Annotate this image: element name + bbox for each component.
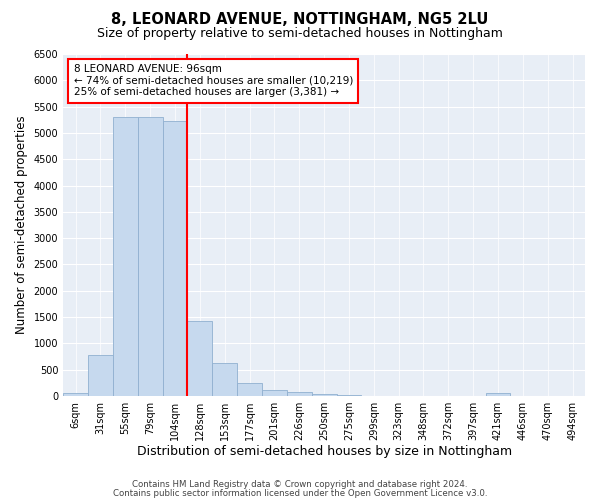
- Bar: [262, 390, 287, 396]
- X-axis label: Distribution of semi-detached houses by size in Nottingham: Distribution of semi-detached houses by …: [137, 444, 512, 458]
- Y-axis label: Number of semi-detached properties: Number of semi-detached properties: [15, 116, 28, 334]
- Text: Contains public sector information licensed under the Open Government Licence v3: Contains public sector information licen…: [113, 488, 487, 498]
- Bar: [237, 383, 262, 396]
- Text: Size of property relative to semi-detached houses in Nottingham: Size of property relative to semi-detach…: [97, 28, 503, 40]
- Bar: [485, 394, 511, 396]
- Bar: [88, 355, 113, 396]
- Text: 8, LEONARD AVENUE, NOTTINGHAM, NG5 2LU: 8, LEONARD AVENUE, NOTTINGHAM, NG5 2LU: [112, 12, 488, 28]
- Bar: [212, 364, 237, 396]
- Bar: [113, 117, 138, 396]
- Bar: [138, 117, 163, 396]
- Bar: [63, 394, 88, 396]
- Bar: [163, 121, 187, 396]
- Bar: [187, 320, 212, 396]
- Text: Contains HM Land Registry data © Crown copyright and database right 2024.: Contains HM Land Registry data © Crown c…: [132, 480, 468, 489]
- Bar: [311, 394, 337, 396]
- Bar: [287, 392, 311, 396]
- Text: 8 LEONARD AVENUE: 96sqm
← 74% of semi-detached houses are smaller (10,219)
25% o: 8 LEONARD AVENUE: 96sqm ← 74% of semi-de…: [74, 64, 353, 98]
